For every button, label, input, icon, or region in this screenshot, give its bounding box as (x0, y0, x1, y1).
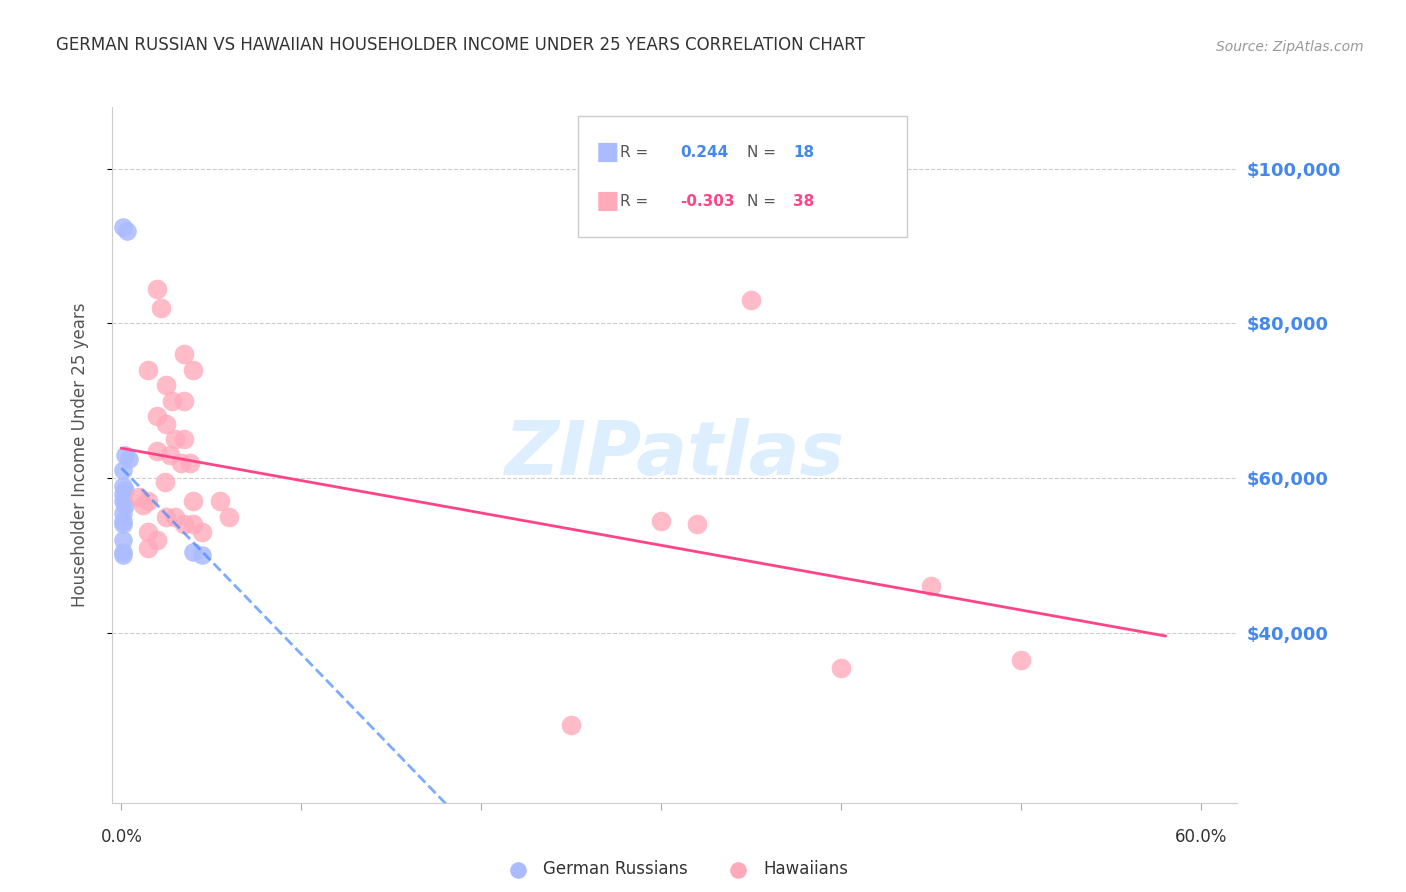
Point (155, 378, 177, 392)
Point (218, 509, 240, 524)
Point (115, 224, 138, 238)
Text: ZIPatlas: ZIPatlas (505, 418, 845, 491)
Text: 0.0%: 0.0% (101, 828, 142, 846)
Point (112, 479, 135, 493)
Point (155, 509, 177, 524)
Text: 18: 18 (793, 145, 814, 160)
Text: GERMAN RUSSIAN VS HAWAIIAN HOUSEHOLDER INCOME UNDER 25 YEARS CORRELATION CHART: GERMAN RUSSIAN VS HAWAIIAN HOUSEHOLDER I… (56, 36, 865, 54)
Legend: German Russians, Hawaiians: German Russians, Hawaiians (495, 854, 855, 885)
Point (165, 433, 187, 447)
Text: R =: R = (620, 194, 648, 209)
Point (173, 517, 195, 532)
Point (112, 486, 135, 500)
Point (146, 533, 169, 547)
Point (138, 363, 160, 377)
Text: ■: ■ (596, 140, 620, 164)
Point (146, 282, 169, 296)
Text: 60.0%: 60.0% (1175, 828, 1227, 846)
Point (138, 525, 160, 540)
Text: Source: ZipAtlas.com: Source: ZipAtlas.com (1216, 39, 1364, 54)
Point (112, 494, 135, 508)
Point (112, 463, 135, 477)
Point (191, 525, 214, 540)
Text: -0.303: -0.303 (681, 194, 735, 209)
Point (112, 517, 135, 532)
Point (112, 506, 135, 520)
Point (183, 494, 205, 508)
Point (146, 444, 169, 458)
Point (170, 456, 193, 470)
Text: R =: R = (620, 145, 648, 160)
Point (920, 579, 942, 593)
Point (112, 219, 135, 234)
Point (160, 393, 183, 408)
Point (179, 456, 201, 470)
Point (146, 409, 169, 424)
Point (138, 541, 160, 555)
Point (686, 517, 709, 532)
Point (560, 718, 582, 732)
Point (118, 451, 141, 466)
Point (183, 363, 205, 377)
Point (112, 549, 135, 563)
Point (650, 514, 672, 528)
Point (165, 509, 187, 524)
Y-axis label: Householder Income Under 25 years: Householder Income Under 25 years (70, 302, 89, 607)
Point (183, 517, 205, 532)
Point (138, 494, 160, 508)
Point (128, 491, 150, 505)
Point (183, 544, 205, 558)
Point (153, 475, 176, 489)
Text: ■: ■ (596, 189, 620, 213)
Point (112, 533, 135, 547)
Point (132, 498, 155, 512)
Point (114, 498, 136, 512)
Point (830, 660, 852, 674)
Point (191, 549, 214, 563)
Text: N =: N = (747, 194, 776, 209)
Text: N =: N = (747, 145, 776, 160)
Text: 38: 38 (793, 194, 814, 209)
Point (209, 494, 232, 508)
Point (159, 448, 181, 462)
Point (150, 301, 173, 315)
Point (114, 448, 136, 462)
Point (173, 347, 195, 361)
Point (173, 393, 195, 408)
Point (1010, 653, 1032, 667)
Point (155, 417, 177, 431)
Point (740, 293, 762, 308)
Point (112, 544, 135, 558)
Text: 0.244: 0.244 (681, 145, 728, 160)
Point (173, 433, 195, 447)
Point (112, 514, 135, 528)
Point (114, 483, 136, 497)
